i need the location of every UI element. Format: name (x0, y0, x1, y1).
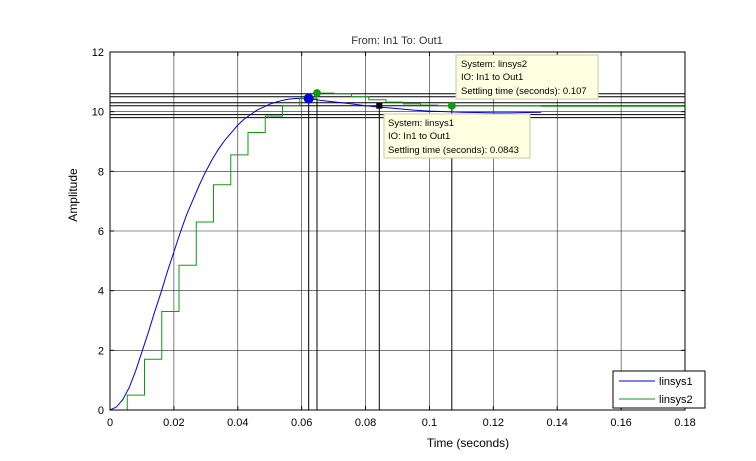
marker-layer (303, 89, 456, 110)
datatip-linsys2[interactable]: System: linsys2 IO: In1 to Out1 Settling… (455, 54, 599, 100)
y-axis-label: Amplitude (66, 168, 80, 222)
series-line-linsys1 (109, 98, 542, 411)
legend-box (612, 370, 706, 409)
x-tick-label: 0.16 (610, 417, 631, 429)
chart-title: From: In1 To: Out1 (351, 35, 443, 47)
x-tick-label: 0.18 (674, 417, 695, 429)
y-tick-label: 8 (98, 166, 104, 178)
datatip-linsys1-box (383, 113, 531, 159)
datatip-linsys2-settling: Settling time (seconds): 0.107 (461, 86, 587, 97)
peak-marker-linsys1 (303, 93, 314, 104)
peak-marker-linsys2 (313, 89, 321, 98)
x-tick-label: 0.08 (355, 417, 376, 429)
x-tick-label: 0 (107, 417, 113, 429)
legend[interactable]: linsys1 linsys2 (612, 370, 706, 409)
x-tick-label: 0.12 (483, 417, 504, 429)
datatip-linsys1-io: IO: In1 to Out1 (388, 131, 450, 142)
datatip-linsys1-system: System: linsys1 (388, 118, 454, 129)
y-tick-label: 2 (98, 345, 104, 357)
x-axis-label: Time (seconds) (427, 436, 509, 450)
y-tick-label: 0 (98, 405, 104, 417)
x-tick-label: 0.02 (163, 417, 184, 429)
settling-marker-linsys2 (447, 101, 456, 110)
grid (110, 52, 685, 410)
datatip-linsys2-io: IO: In1 to Out1 (461, 72, 523, 83)
datatip-linsys2-system: System: linsys2 (461, 59, 527, 70)
y-tick-label: 6 (98, 226, 104, 238)
settling-marker-linsys1 (376, 102, 383, 109)
datatip-linsys1[interactable]: System: linsys1 IO: In1 to Out1 Settling… (383, 113, 531, 159)
x-tick-label: 0.1 (422, 417, 437, 429)
legend-label-linsys1: linsys1 (659, 376, 693, 388)
ticks: 0 0.02 0.04 0.06 0.08 0.1 0.12 0.14 0.16 0.18 0 2 4 6… (92, 47, 696, 429)
x-tick-label: 0.06 (291, 417, 312, 429)
datatip-linsys2-box (455, 54, 599, 100)
legend-label-linsys2: linsys2 (659, 394, 693, 406)
x-tick-label: 0.04 (227, 417, 248, 429)
y-tick-label: 12 (92, 47, 104, 59)
x-tick-label: 0.14 (547, 417, 568, 429)
datatip-linsys1-settling: Settling time (seconds): 0.0843 (388, 145, 519, 156)
y-tick-label: 10 (92, 107, 104, 119)
y-tick-label: 4 (98, 286, 104, 298)
